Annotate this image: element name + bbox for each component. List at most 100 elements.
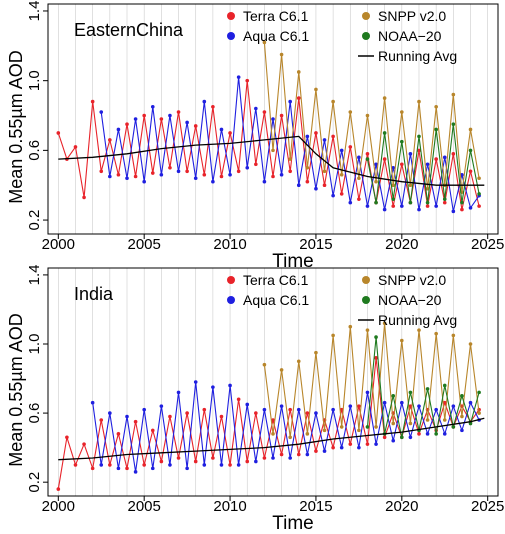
legend: Terra C6.1 Aqua C6.1 SNPP v2.0 NOAA−20 Runni… — [227, 272, 457, 328]
data-point — [374, 200, 378, 205]
data-point — [451, 425, 456, 429]
series-noaa-20 — [365, 122, 481, 205]
data-point — [391, 438, 396, 443]
data-point — [322, 183, 327, 188]
data-point — [133, 470, 138, 474]
data-point — [382, 435, 387, 440]
data-point — [460, 172, 464, 177]
data-point — [211, 385, 215, 389]
data-point — [391, 421, 396, 426]
data-point — [236, 463, 241, 467]
y-tick-label: 1.4 — [26, 1, 43, 22]
legend-label: Terra C6.1 — [243, 272, 309, 288]
data-point — [382, 96, 387, 100]
data-point — [391, 197, 396, 201]
data-point — [142, 407, 146, 412]
data-point — [296, 407, 301, 412]
data-point — [305, 452, 310, 457]
data-point — [374, 179, 378, 184]
data-point — [271, 432, 275, 436]
data-point — [245, 165, 250, 170]
data-point — [442, 155, 447, 160]
data-point — [451, 92, 456, 97]
data-point — [460, 428, 464, 433]
data-point — [357, 404, 361, 408]
data-point — [365, 390, 370, 395]
data-point — [417, 134, 421, 139]
x-tick-label: 2025 — [471, 498, 504, 515]
data-point — [116, 127, 121, 132]
data-point — [348, 442, 353, 446]
series-snpp-v2-0 — [262, 40, 481, 194]
data-point — [305, 165, 310, 170]
data-point — [434, 105, 438, 109]
data-point — [228, 131, 232, 135]
data-point — [442, 197, 447, 201]
y-tick-label: 0.6 — [26, 140, 43, 161]
data-point — [417, 207, 421, 212]
data-point — [408, 200, 413, 205]
x-tick-label: 2005 — [127, 498, 160, 515]
data-point — [314, 449, 318, 453]
panel-india: 0.2 0.6 1.0 1.4 2000 2005 2010 2015 2020 2025 Time… — [6, 264, 504, 534]
x-tick-label: 2010 — [213, 498, 246, 515]
y-axis-label: Mean 0.55µm AOD — [6, 313, 26, 466]
data-point — [279, 404, 284, 408]
data-point — [314, 186, 318, 191]
data-point — [477, 176, 481, 181]
data-point — [339, 148, 344, 153]
data-point — [322, 428, 327, 433]
data-point — [365, 442, 370, 446]
data-point — [468, 400, 473, 405]
series-line — [58, 417, 485, 461]
data-point — [245, 78, 250, 83]
data-point — [245, 402, 250, 407]
data-point — [400, 338, 404, 343]
legend-item: Aqua C6.1 — [227, 292, 309, 308]
panel-title: EasternChina — [74, 20, 184, 40]
data-point — [193, 380, 198, 384]
data-point — [425, 432, 430, 436]
data-point — [108, 463, 112, 467]
data-point — [150, 171, 155, 175]
data-point — [331, 193, 335, 198]
series-line — [57, 357, 480, 490]
data-point — [159, 117, 164, 121]
data-point — [408, 183, 413, 188]
data-point — [434, 157, 438, 161]
data-point — [314, 350, 318, 355]
legend-item: Terra C6.1 — [227, 8, 309, 24]
data-point — [460, 394, 464, 398]
data-point — [185, 411, 189, 415]
data-point — [288, 169, 292, 174]
data-point — [417, 99, 421, 104]
data-point — [365, 425, 370, 429]
data-point — [296, 183, 301, 188]
data-point — [434, 331, 438, 336]
data-point — [228, 463, 232, 467]
data-point — [159, 459, 164, 464]
data-point — [417, 432, 421, 436]
data-point — [245, 459, 250, 464]
data-point — [133, 117, 138, 121]
data-point — [468, 169, 473, 174]
x-tick-label: 2015 — [299, 236, 332, 253]
data-point — [442, 383, 447, 388]
data-point — [262, 40, 267, 45]
data-point — [314, 411, 318, 415]
data-point — [82, 442, 86, 446]
legend-dot — [227, 296, 235, 304]
data-point — [357, 428, 361, 433]
data-point — [262, 362, 267, 367]
data-point — [133, 174, 138, 179]
data-point — [382, 157, 387, 161]
data-point — [425, 387, 430, 391]
data-point — [400, 204, 404, 208]
series-running-avg — [58, 135, 485, 186]
data-point — [400, 139, 404, 144]
data-point — [468, 421, 473, 426]
data-point — [460, 207, 464, 212]
data-point — [56, 487, 61, 491]
plot-frame — [47, 267, 499, 497]
data-point — [425, 418, 430, 422]
